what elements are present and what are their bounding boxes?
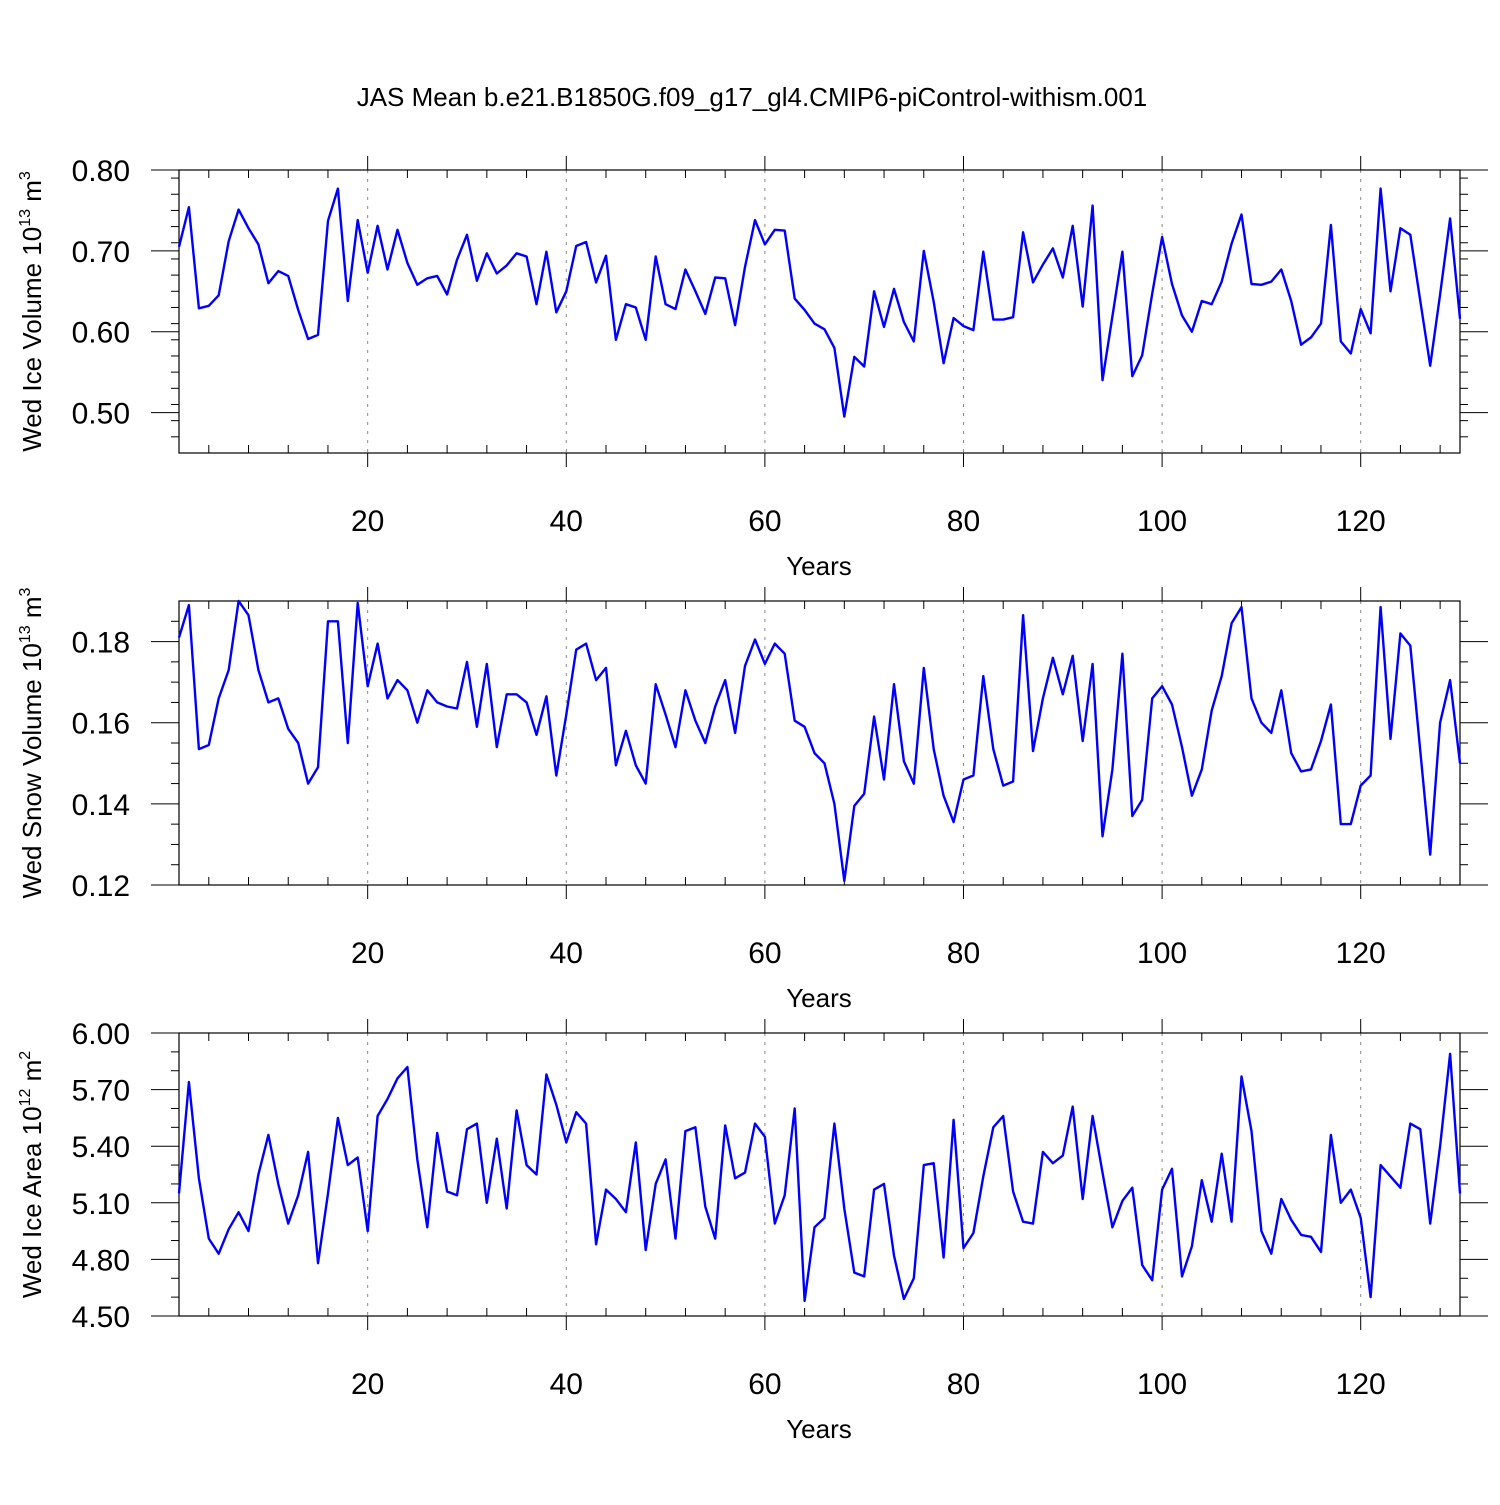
y-axis-label: Wed Ice Volume 1013 m3	[17, 171, 47, 452]
x-tick-label: 120	[1336, 505, 1386, 538]
y-tick-label: 0.14	[72, 789, 130, 822]
y-axis-label-part: m	[17, 1060, 47, 1089]
x-axis-label: Years	[786, 1414, 852, 1444]
y-tick-label: 4.80	[72, 1244, 130, 1277]
x-axis-label: Years	[786, 551, 852, 581]
series-line	[177, 1052, 1462, 1303]
y-tick-label: 5.70	[72, 1075, 130, 1108]
plot-frame	[178, 169, 1461, 454]
plot-frame	[178, 1032, 1461, 1317]
y-axis-label-part: Wed Ice Area 10	[17, 1106, 47, 1298]
y-tick-label: 6.00	[72, 1018, 130, 1051]
y-tick-label: 0.50	[72, 398, 130, 431]
x-tick-label: 80	[947, 505, 980, 538]
series-line	[177, 187, 1462, 418]
y-tick-label: 0.70	[72, 236, 130, 269]
x-tick-label: 120	[1336, 937, 1386, 970]
y-tick-label: 5.10	[72, 1188, 130, 1221]
x-tick-label: 80	[947, 1368, 980, 1401]
panel-2: 20 40 60 80 100 120 0.12 0.14 0.16 0.18 Years Wed S…	[17, 587, 1488, 1013]
x-tick-label: 100	[1137, 505, 1187, 538]
y-axis-label-superscript: 3	[17, 587, 34, 596]
x-tick-label: 40	[550, 1368, 583, 1401]
x-tick-label: 40	[550, 937, 583, 970]
x-tick-label: 20	[351, 505, 384, 538]
y-axis-label-superscript: 13	[17, 209, 34, 227]
x-tick-label: 100	[1137, 937, 1187, 970]
series-line	[177, 599, 1462, 883]
y-axis-label-part: Wed Ice Volume 10	[17, 227, 47, 452]
y-axis-label: Wed Snow Volume 1013 m3	[17, 587, 47, 898]
x-tick-label: 60	[748, 505, 781, 538]
plot-frame	[178, 600, 1461, 886]
y-tick-label: 0.16	[72, 708, 130, 741]
chart-title: JAS Mean b.e21.B1850G.f09_g17_gl4.CMIP6-…	[357, 82, 1148, 112]
x-tick-label: 60	[748, 937, 781, 970]
y-axis-label-superscript: 2	[17, 1051, 34, 1060]
y-axis-label-part: Wed Snow Volume 10	[17, 643, 47, 898]
x-tick-label: 60	[748, 1368, 781, 1401]
y-tick-label: 0.80	[72, 155, 130, 188]
y-axis-label: Wed Ice Area 1012 m2	[17, 1051, 47, 1298]
panel-1: 20 40 60 80 100 120 0.50 0.60 0.70 0.80 Years Wed I…	[17, 155, 1488, 581]
y-axis-label-superscript: 3	[17, 171, 34, 180]
y-tick-label: 5.40	[72, 1131, 130, 1164]
x-tick-label: 20	[351, 937, 384, 970]
y-tick-label: 0.12	[72, 870, 130, 903]
y-tick-label: 4.50	[72, 1301, 130, 1334]
y-axis-label-superscript: 12	[17, 1089, 34, 1107]
y-axis-label-part: m	[17, 180, 47, 209]
y-tick-label: 0.60	[72, 317, 130, 350]
x-tick-label: 20	[351, 1368, 384, 1401]
x-tick-label: 120	[1336, 1368, 1386, 1401]
x-axis-label: Years	[786, 983, 852, 1013]
x-tick-label: 100	[1137, 1368, 1187, 1401]
y-axis-label-part: m	[17, 596, 47, 625]
x-tick-label: 40	[550, 505, 583, 538]
y-axis-label-superscript: 13	[17, 625, 34, 643]
x-tick-label: 80	[947, 937, 980, 970]
y-tick-label: 0.18	[72, 627, 130, 660]
panel-3: 20 40 60 80 100 120 4.50 4.80 5.10 5.40 5.70 6.00 Ye…	[17, 1018, 1488, 1444]
